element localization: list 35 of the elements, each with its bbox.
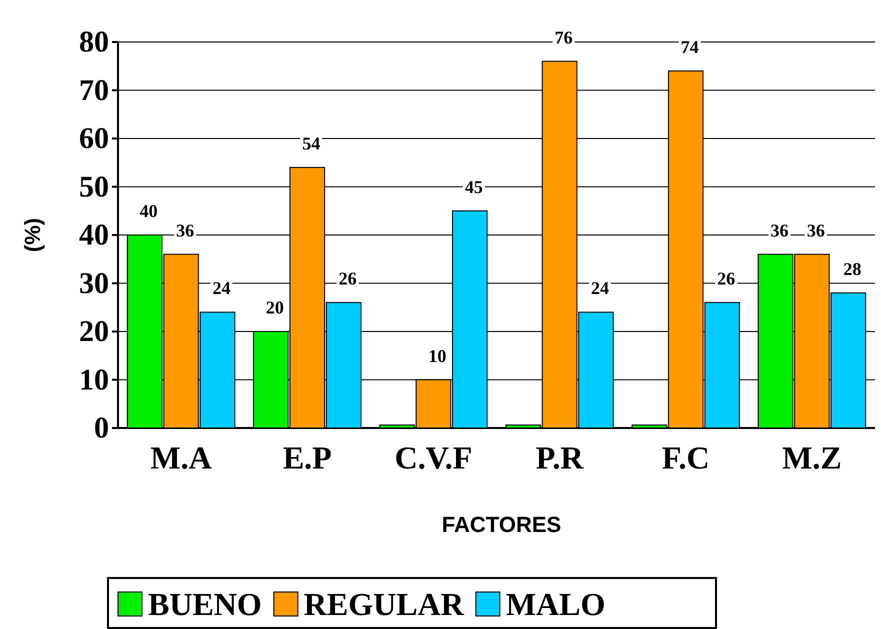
x-tick-label: C.V.F: [394, 440, 472, 476]
x-axis-title: FACTORES: [442, 512, 562, 537]
legend-label: BUENO: [148, 586, 262, 622]
data-label: 24: [590, 278, 609, 298]
x-tick-label: M.Z: [782, 440, 842, 476]
y-tick-label: 60: [79, 122, 109, 156]
data-label: 76: [554, 27, 573, 48]
data-label: 26: [717, 268, 736, 289]
data-label: 40: [140, 201, 158, 221]
legend-label: MALO: [506, 586, 606, 622]
x-tick-label: M.A: [150, 440, 212, 476]
y-tick-label: 0: [94, 412, 109, 445]
y-tick-label: 30: [79, 266, 109, 300]
x-tick-label: E.P: [282, 440, 332, 476]
data-label: 10: [428, 346, 446, 366]
data-label: 26: [338, 268, 357, 289]
data-label: 54: [302, 133, 320, 154]
data-label: 20: [266, 298, 284, 318]
y-tick-label: 50: [79, 170, 109, 204]
y-tick-label: 80: [79, 26, 109, 59]
y-tick-label: 10: [79, 363, 109, 396]
y-tick-label: 70: [79, 74, 109, 107]
data-label: 36: [176, 220, 194, 240]
y-axis-title: (%): [20, 218, 45, 252]
data-label: 36: [770, 220, 789, 240]
x-tick-label: F.C: [662, 440, 710, 476]
data-label: 74: [680, 36, 699, 57]
data-label: 28: [843, 258, 862, 279]
data-label: 24: [212, 278, 230, 298]
x-tick-label: P.R: [536, 440, 584, 476]
data-label: 36: [806, 220, 825, 240]
y-tick-label: 20: [79, 315, 109, 348]
legend-label: REGULAR: [304, 586, 465, 622]
y-tick-label: 40: [79, 218, 109, 252]
data-label: 45: [464, 176, 483, 197]
